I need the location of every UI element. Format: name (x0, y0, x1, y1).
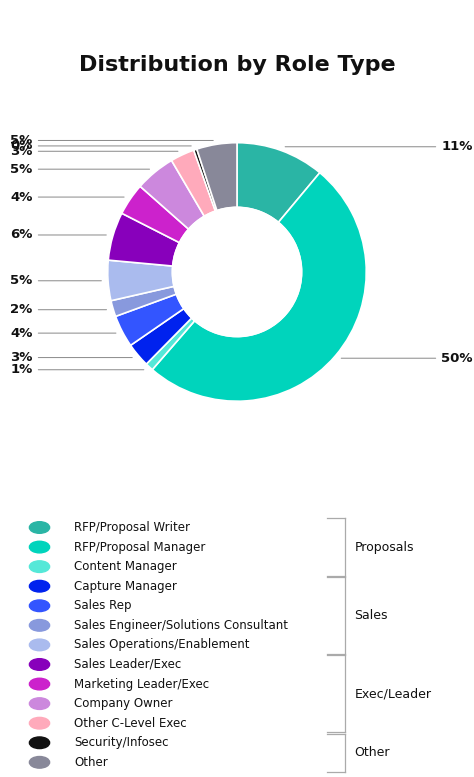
Text: Marketing Leader/Exec: Marketing Leader/Exec (74, 678, 209, 691)
Circle shape (29, 737, 50, 748)
Circle shape (173, 207, 301, 336)
Circle shape (29, 521, 50, 533)
Text: Sales Operations/Enablement: Sales Operations/Enablement (74, 639, 249, 651)
Text: Exec/Leader: Exec/Leader (355, 688, 431, 700)
Circle shape (29, 717, 50, 729)
Text: RFP/Proposal Writer: RFP/Proposal Writer (74, 521, 190, 534)
Text: 4%: 4% (10, 190, 124, 204)
Circle shape (29, 757, 50, 768)
Text: Sales Engineer/Solutions Consultant: Sales Engineer/Solutions Consultant (74, 618, 288, 632)
Text: 5%: 5% (10, 134, 213, 147)
Circle shape (29, 698, 50, 709)
Wedge shape (146, 318, 195, 370)
Circle shape (29, 542, 50, 553)
Wedge shape (237, 143, 320, 222)
Text: Security/Infosec: Security/Infosec (74, 737, 168, 749)
Wedge shape (172, 150, 215, 216)
Text: 4%: 4% (10, 326, 116, 340)
Text: Proposals: Proposals (355, 541, 414, 553)
Text: Company Owner: Company Owner (74, 697, 173, 710)
Circle shape (29, 580, 50, 592)
Text: 11%: 11% (285, 141, 473, 153)
Text: 6%: 6% (10, 228, 106, 242)
Title: Distribution by Role Type: Distribution by Role Type (79, 54, 395, 75)
Wedge shape (108, 214, 179, 266)
Wedge shape (108, 260, 174, 301)
Text: Other: Other (355, 746, 390, 759)
Circle shape (29, 678, 50, 690)
Wedge shape (130, 308, 191, 364)
Circle shape (29, 639, 50, 650)
Text: 3%: 3% (10, 145, 178, 158)
Wedge shape (197, 143, 237, 211)
Wedge shape (194, 149, 217, 211)
Text: 0%: 0% (10, 139, 191, 152)
Circle shape (29, 600, 50, 611)
Text: 5%: 5% (10, 162, 150, 176)
Wedge shape (111, 287, 176, 316)
Wedge shape (116, 294, 184, 345)
Text: Sales: Sales (355, 609, 388, 622)
Text: 50%: 50% (341, 352, 473, 364)
Text: 5%: 5% (10, 274, 101, 287)
Text: Sales Leader/Exec: Sales Leader/Exec (74, 658, 181, 671)
Text: 2%: 2% (10, 303, 107, 316)
Text: Sales Rep: Sales Rep (74, 599, 131, 612)
Text: Other: Other (74, 756, 108, 768)
Text: 3%: 3% (10, 351, 132, 364)
Text: RFP/Proposal Manager: RFP/Proposal Manager (74, 541, 205, 553)
Circle shape (175, 216, 303, 343)
Wedge shape (140, 161, 204, 229)
Text: Other C-Level Exec: Other C-Level Exec (74, 716, 187, 730)
Wedge shape (152, 172, 366, 401)
Circle shape (29, 659, 50, 671)
Text: Capture Manager: Capture Manager (74, 580, 177, 593)
Circle shape (29, 561, 50, 573)
Circle shape (29, 619, 50, 631)
Wedge shape (122, 186, 189, 242)
Text: Content Manager: Content Manager (74, 560, 177, 573)
Text: 1%: 1% (10, 363, 144, 376)
